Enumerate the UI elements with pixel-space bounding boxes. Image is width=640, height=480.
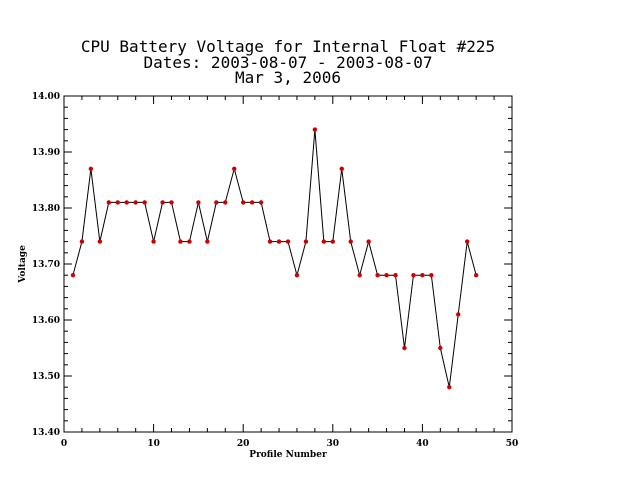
- data-point: [294, 273, 300, 278]
- data-point: [214, 200, 219, 205]
- y-tick-label: 13.40: [32, 428, 60, 438]
- data-point: [276, 239, 282, 244]
- data-point: [429, 273, 434, 278]
- chart-title: CPU Battery Voltage for Internal Float #…: [81, 37, 495, 87]
- data-point: [70, 273, 76, 278]
- data-point: [97, 239, 103, 244]
- data-point: [267, 239, 273, 244]
- data-point: [241, 200, 246, 205]
- data-point: [133, 200, 138, 205]
- data-point: [79, 239, 85, 244]
- data-point: [142, 200, 147, 205]
- x-tick-label: 30: [327, 439, 340, 449]
- y-tick-label: 13.80: [32, 204, 60, 214]
- data-point: [393, 273, 398, 278]
- x-tick-label: 20: [237, 439, 250, 449]
- data-point: [312, 127, 318, 132]
- x-tick-label: 0: [61, 439, 67, 449]
- data-point: [348, 239, 353, 244]
- data-point: [438, 345, 443, 351]
- data-point: [169, 200, 174, 205]
- plot-frame: [63, 95, 513, 433]
- data-point: [447, 385, 452, 390]
- x-tick-label: 50: [506, 439, 519, 449]
- data-point: [357, 273, 362, 278]
- y-tick-label: 13.90: [32, 148, 60, 158]
- data-point: [160, 200, 165, 205]
- data-point: [196, 200, 201, 205]
- x-tick-label: 40: [416, 439, 429, 449]
- data-point: [411, 273, 416, 278]
- data-point: [223, 200, 228, 205]
- data-point: [258, 200, 264, 205]
- data-point: [330, 239, 335, 244]
- data-point: [456, 312, 461, 317]
- y-axis-label: Voltage: [18, 245, 28, 284]
- data-point: [106, 200, 112, 205]
- data-point: [473, 273, 479, 278]
- x-tick-label: 10: [147, 439, 160, 449]
- voltage-markers: [70, 127, 479, 390]
- y-tick-label: 14.00: [32, 92, 60, 102]
- title-line-2: Dates: 2003-08-07 - 2003-08-07: [144, 53, 433, 72]
- data-point: [366, 239, 371, 244]
- data-point: [420, 273, 425, 278]
- title-line-3: Mar 3, 2006: [235, 68, 341, 87]
- data-point: [232, 166, 237, 171]
- data-point: [151, 239, 156, 244]
- voltage-series-line: [72, 129, 477, 388]
- data-point: [339, 166, 344, 171]
- data-point: [375, 273, 380, 278]
- data-point: [285, 239, 291, 244]
- data-point: [88, 166, 94, 171]
- y-tick-label: 13.50: [32, 372, 60, 382]
- y-tick-labels: 13.40 13.50 13.60 13.70 13.80 13.90 14.00: [32, 92, 60, 438]
- data-point: [465, 239, 470, 244]
- y-tick-label: 13.60: [32, 316, 60, 326]
- data-point: [205, 239, 210, 244]
- y-tick-label: 13.70: [32, 260, 60, 270]
- data-point: [321, 239, 327, 244]
- x-tick-labels: 0 10 20 30 40 50: [61, 439, 518, 449]
- title-line-1: CPU Battery Voltage for Internal Float #…: [81, 37, 495, 56]
- axis-ticks: [63, 95, 513, 433]
- x-axis-label: Profile Number: [249, 450, 327, 460]
- data-point: [124, 200, 129, 205]
- data-point: [303, 239, 309, 244]
- data-point: [187, 239, 192, 244]
- data-point: [384, 273, 389, 278]
- data-point: [115, 200, 120, 205]
- data-point: [178, 239, 183, 244]
- data-point: [249, 200, 255, 205]
- data-point: [402, 345, 407, 351]
